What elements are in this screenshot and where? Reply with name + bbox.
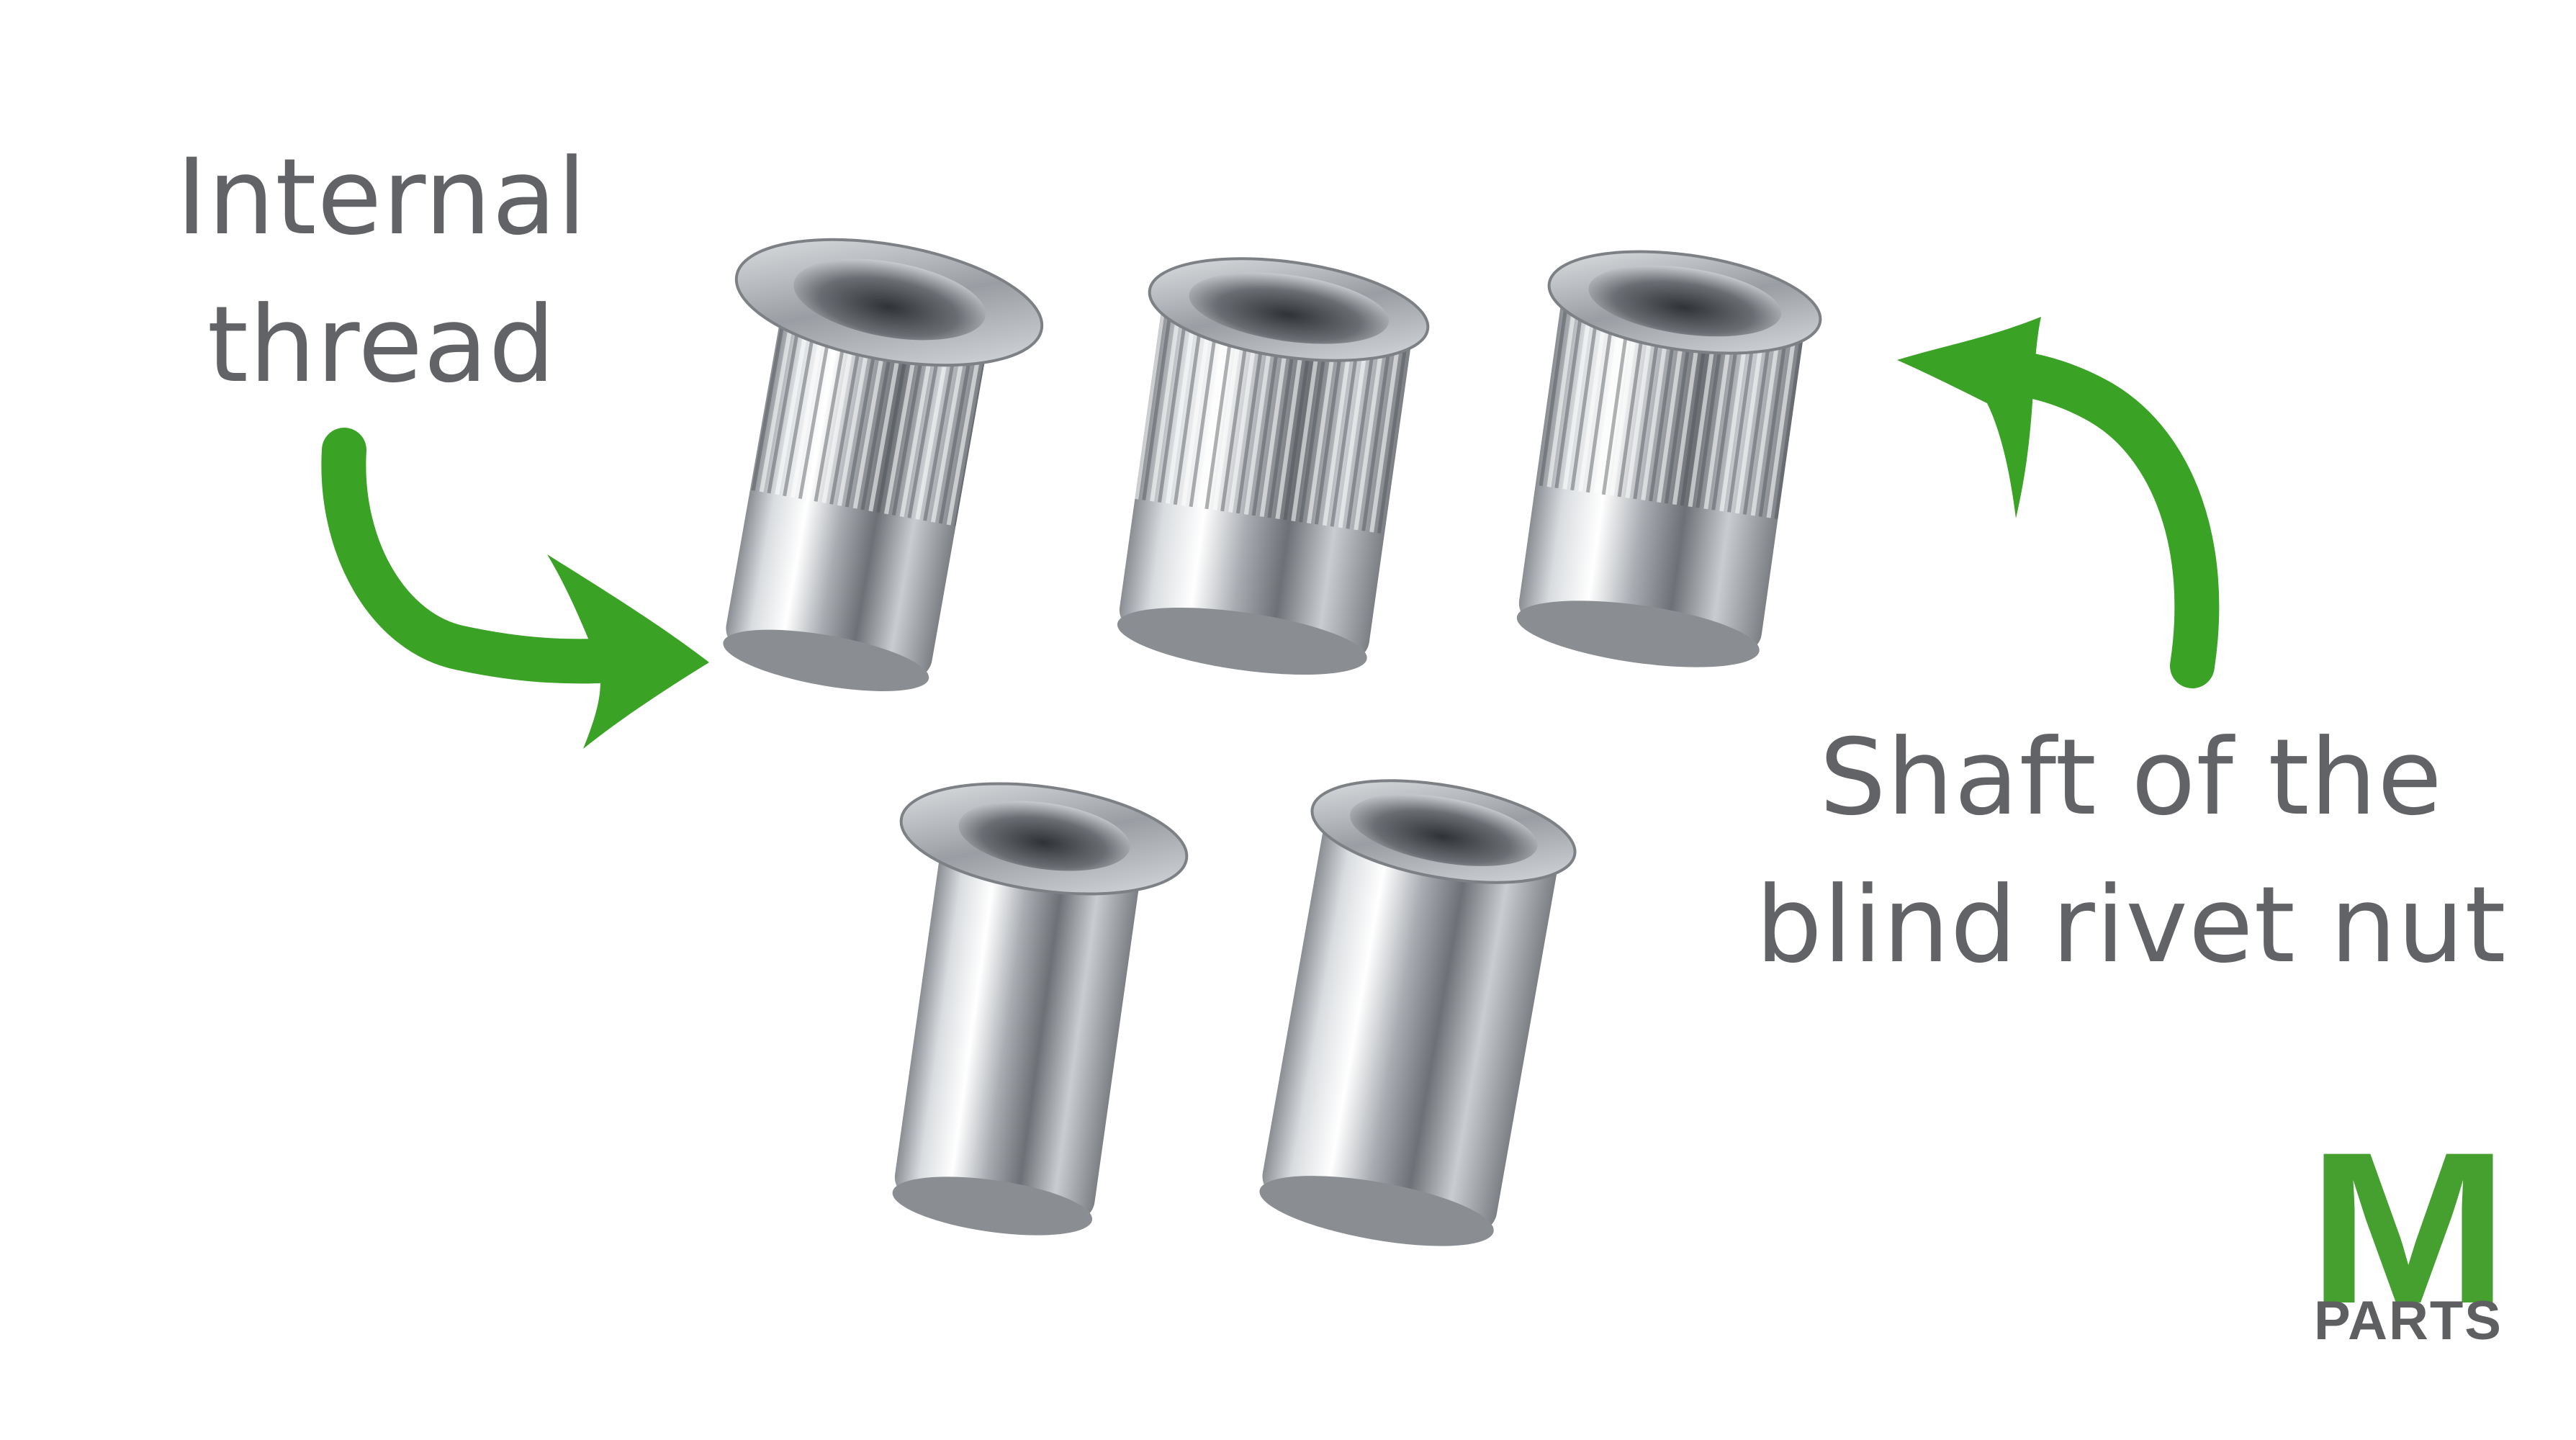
shaft-label-line2: blind rivet nut: [1755, 864, 2507, 986]
rivet-nut-flanged-knurled: [723, 238, 1044, 692]
internal-thread-label-line1: Internal: [176, 136, 587, 258]
curved-arrow-left-icon: [321, 428, 709, 749]
internal-thread-label-line2: thread: [207, 284, 557, 406]
curved-arrow-right-icon: [1897, 317, 2220, 688]
logo-letter: M: [2307, 1107, 2509, 1349]
rivet-nut-flanged-smooth: [892, 782, 1189, 1236]
shaft-label-line1: Shaft of the: [1819, 716, 2443, 839]
rivet-nut-reduced-head-smooth: [1259, 779, 1577, 1246]
mparts-logo: M PARTS: [2289, 1120, 2527, 1351]
shaft-label: Shaft of the blind rivet nut: [1713, 704, 2549, 999]
rivet-nut-reduced-head-knurled: [1117, 257, 1430, 675]
rivet-nut-reduced-head-knurled-2: [1516, 250, 1822, 667]
logo-word: PARTS: [2314, 1290, 2503, 1351]
internal-thread-label: Internal thread: [166, 124, 598, 419]
